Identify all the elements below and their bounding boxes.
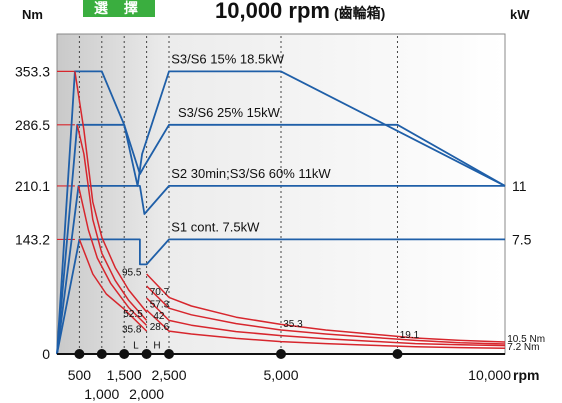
power-unit-label: kW	[510, 7, 530, 22]
rpm-markers	[74, 349, 403, 359]
data-label: 10.5 Nm	[507, 334, 545, 345]
data-label: 19.1	[400, 330, 420, 341]
data-label: H	[153, 340, 160, 351]
torque-curve	[77, 185, 148, 326]
x-tick-label: 500	[68, 367, 92, 383]
left-tick-label: 353.3	[15, 63, 50, 79]
rpm-marker	[74, 349, 85, 359]
rpm-marker	[164, 349, 174, 359]
data-label: 42	[153, 311, 165, 322]
torque-curve	[76, 124, 148, 321]
data-label: 57.3	[150, 300, 170, 311]
series-label: S2 30min;S3/S6 60% 11kW	[171, 166, 331, 181]
rpm-marker	[119, 349, 130, 359]
rpm-marker	[141, 349, 152, 359]
left-tick-label: 210.1	[15, 178, 50, 194]
power-curve	[56, 184, 505, 355]
left-tick-label: 0	[42, 346, 50, 362]
data-label: L	[133, 340, 139, 351]
x-tick-label: 1,000	[84, 386, 119, 402]
x-unit-label: rpm	[513, 367, 539, 383]
torque-curve	[146, 309, 506, 349]
torque-curves	[74, 71, 506, 349]
title-sub: (齒輪箱)	[333, 5, 386, 21]
x-tick-label: 2,500	[151, 367, 186, 383]
data-label: 52.5	[123, 309, 143, 320]
data-label: 28.6	[150, 322, 170, 333]
left-tick-label: 286.5	[15, 117, 50, 133]
torque-curve	[78, 239, 148, 332]
rpm-marker	[96, 349, 107, 359]
data-label: 70.7	[150, 287, 170, 298]
title-main: 10,000 rpm	[215, 0, 330, 23]
left-tick-label: 143.2	[15, 231, 50, 247]
series-label: S3/S6 25% 15kW	[178, 105, 281, 120]
data-label: 35.8	[122, 324, 142, 335]
chart-title: 10,000 rpm (齒輪箱)	[215, 0, 385, 24]
x-tick-label: 5,000	[263, 367, 298, 383]
series-label: S3/S6 15% 18.5kW	[171, 52, 284, 67]
rpm-marker	[392, 349, 403, 359]
torque-curve	[74, 71, 148, 313]
right-tick-label: 11	[512, 178, 527, 194]
power-curve	[56, 123, 506, 355]
x-tick-label: 10,000	[468, 367, 511, 383]
data-label: 95.5	[122, 268, 142, 279]
torque-curve	[146, 285, 506, 345]
series-label: S1 cont. 7.5kW	[171, 220, 260, 235]
torque-curve	[146, 297, 506, 347]
select-button[interactable]: 選 擇	[83, 0, 155, 17]
data-label: 7.2 Nm	[507, 342, 539, 353]
data-label: 35.3	[283, 319, 303, 330]
rpm-marker	[276, 349, 286, 359]
torque-curve	[146, 273, 506, 343]
torque-unit-label: Nm	[22, 7, 43, 22]
x-tick-label: 1,500	[107, 367, 142, 383]
x-tick-label: 2,000	[129, 386, 164, 402]
right-tick-label: 7.5	[512, 231, 532, 247]
chart-text: 353.3 286.5 210.1 143.2 0 11 7.5 500 1,500 2,500 5…	[15, 52, 545, 402]
